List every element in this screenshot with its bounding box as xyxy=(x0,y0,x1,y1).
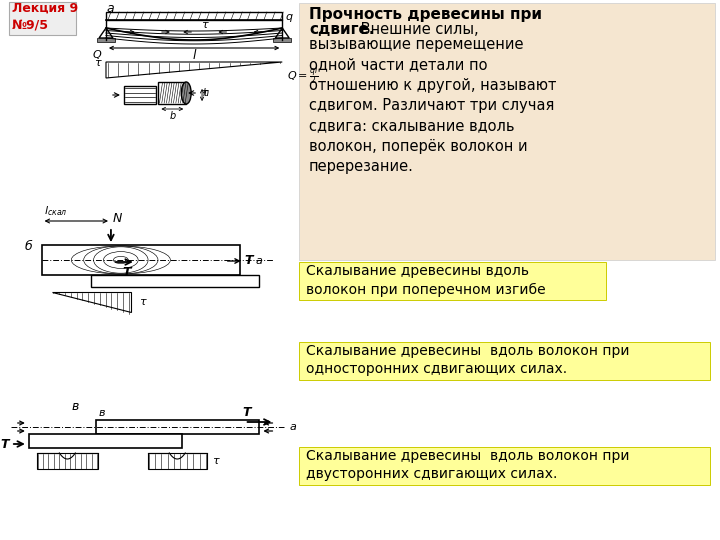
FancyBboxPatch shape xyxy=(42,245,240,275)
Text: $l_{скал}$: $l_{скал}$ xyxy=(44,204,67,218)
FancyBboxPatch shape xyxy=(9,2,76,35)
Text: Скалывание древесины вдоль
волокон при поперечном изгибе: Скалывание древесины вдоль волокон при п… xyxy=(306,264,546,296)
FancyBboxPatch shape xyxy=(91,275,259,287)
FancyBboxPatch shape xyxy=(37,453,98,469)
Text: a: a xyxy=(256,256,262,266)
Text: сдвиге.: сдвиге. xyxy=(309,22,374,37)
FancyBboxPatch shape xyxy=(299,447,710,485)
Text: h: h xyxy=(203,88,210,98)
Text: b: b xyxy=(169,111,176,121)
Text: Лекция 9
№9/5: Лекция 9 №9/5 xyxy=(12,2,78,32)
Text: τ: τ xyxy=(139,297,145,307)
Text: в: в xyxy=(99,408,106,418)
FancyBboxPatch shape xyxy=(148,453,207,469)
FancyBboxPatch shape xyxy=(124,86,156,104)
Text: a: a xyxy=(289,422,296,432)
Text: T: T xyxy=(122,266,131,279)
Ellipse shape xyxy=(181,82,191,104)
Text: а: а xyxy=(106,2,114,15)
Text: $Q = \frac{ql}{2}$: $Q = \frac{ql}{2}$ xyxy=(287,64,319,87)
FancyBboxPatch shape xyxy=(106,12,282,20)
FancyBboxPatch shape xyxy=(29,434,182,448)
FancyBboxPatch shape xyxy=(96,420,259,434)
Text: в: в xyxy=(71,400,78,413)
Text: вызывающие перемещение
одной части детали по
отношению к другой, называют
сдвиго: вызывающие перемещение одной части детал… xyxy=(309,37,557,174)
Text: Прочность древесины при: Прочность древесины при xyxy=(309,7,542,22)
Polygon shape xyxy=(99,28,113,38)
Text: Скалывание древесины  вдоль волокон при
двусторонних сдвигающих силах.: Скалывание древесины вдоль волокон при д… xyxy=(306,449,629,481)
Text: Внешние силы,: Внешние силы, xyxy=(356,22,478,37)
Polygon shape xyxy=(275,28,289,38)
Text: T: T xyxy=(1,437,9,450)
Text: q: q xyxy=(285,12,292,22)
FancyBboxPatch shape xyxy=(299,342,710,380)
Text: б: б xyxy=(24,240,32,253)
Polygon shape xyxy=(106,62,282,78)
FancyBboxPatch shape xyxy=(299,262,606,300)
Text: τ: τ xyxy=(201,20,207,30)
FancyBboxPatch shape xyxy=(97,38,115,42)
Text: N: N xyxy=(113,212,122,225)
Text: Q: Q xyxy=(92,50,101,60)
Text: T: T xyxy=(245,254,253,267)
Text: τ: τ xyxy=(212,456,219,466)
Text: τ: τ xyxy=(201,88,208,98)
FancyBboxPatch shape xyxy=(274,38,291,42)
Text: τ: τ xyxy=(94,58,101,68)
FancyBboxPatch shape xyxy=(158,82,186,104)
Polygon shape xyxy=(52,292,131,312)
FancyBboxPatch shape xyxy=(299,3,715,260)
Text: Скалывание древесины  вдоль волокон при
односторонних сдвигающих силах.: Скалывание древесины вдоль волокон при о… xyxy=(306,344,629,376)
Text: T: T xyxy=(243,406,251,419)
Text: l: l xyxy=(192,49,196,62)
